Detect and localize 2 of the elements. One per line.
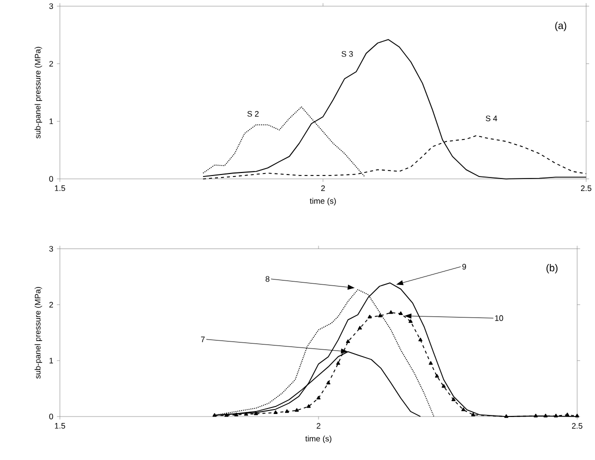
annotation: (a)	[555, 22, 566, 31]
annotation: (b)	[546, 264, 558, 274]
